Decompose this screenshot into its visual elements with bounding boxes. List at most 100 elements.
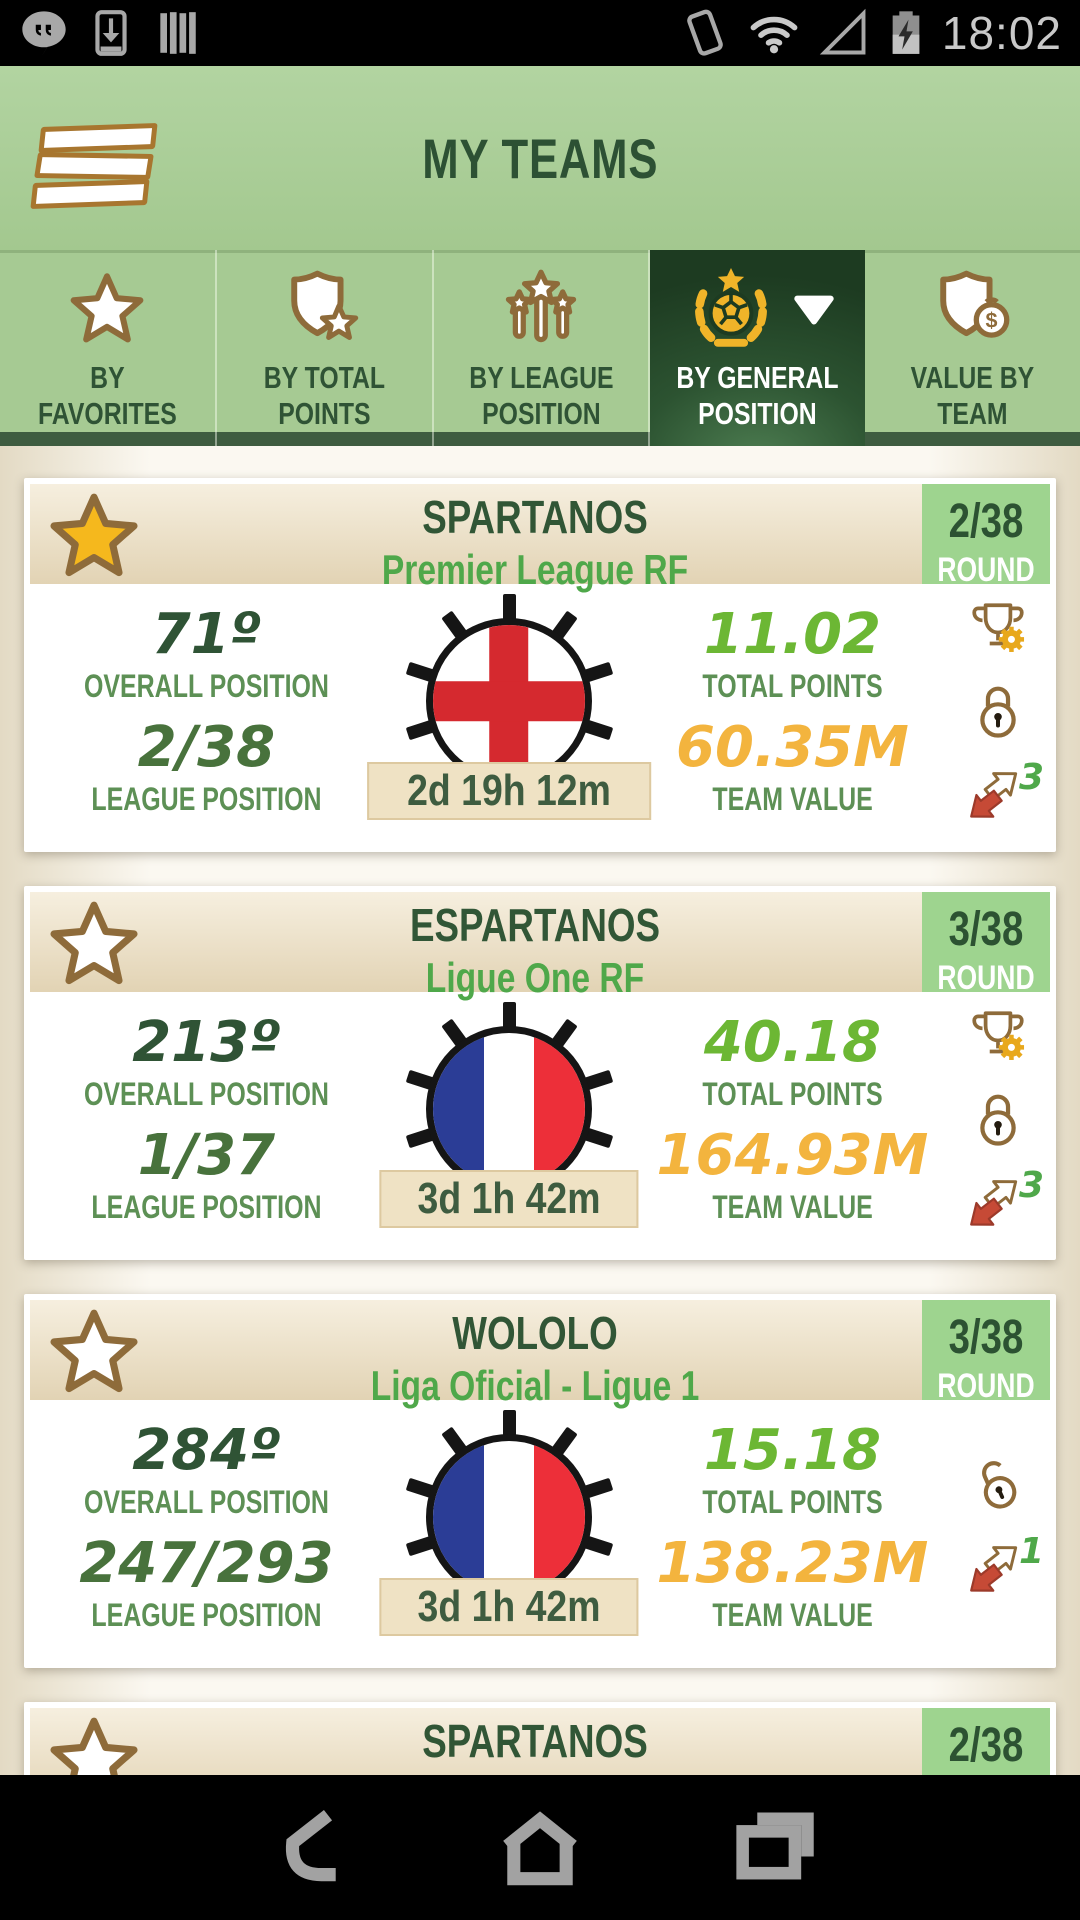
library-notification-icon — [160, 12, 196, 54]
download-notification-icon — [95, 10, 127, 56]
tab-label: BY GENERAL POSITION — [676, 360, 839, 431]
round-timer: 3d 1h 42m — [379, 1400, 639, 1662]
tab-label: BY TOTAL POINTS — [263, 360, 385, 431]
team-value: 138.23M — [656, 1531, 929, 1596]
team-name: ESPARTANOS — [409, 899, 661, 951]
team-value: 164.93M — [656, 1123, 929, 1188]
team-card-header: ESPARTANOS Ligue One RF 3/38 ROUND — [30, 892, 1050, 1001]
total-points-label: TOTAL POINTS — [702, 1076, 883, 1112]
league-name: Premier League RF — [381, 546, 689, 593]
recents-button[interactable] — [728, 1802, 820, 1893]
transfers-icon[interactable]: 1 — [968, 1531, 1044, 1606]
notification-icons — [18, 7, 202, 59]
back-button[interactable] — [260, 1802, 352, 1893]
cell-signal-icon — [819, 8, 866, 55]
vibrate-icon — [687, 9, 723, 56]
team-value: 60.35M — [676, 715, 909, 780]
league-flag-timer: 2d 19h 12m — [367, 594, 651, 820]
menu-icon — [38, 122, 158, 154]
total-points-value: 11.02 — [703, 602, 882, 667]
tab-label: BY LEAGUE POSITION — [468, 360, 614, 431]
transfer-count: 3 — [1018, 756, 1044, 798]
team-list: SPARTANOS Premier League RF 2/38 ROUND 7… — [0, 446, 1080, 1775]
team-name: SPARTANOS — [422, 491, 648, 543]
tab-by-league-position[interactable]: BY LEAGUE POSITION — [434, 250, 651, 446]
round-timer: 2d 19h 12m — [367, 584, 651, 846]
team-card-body: 284º OVERALL POSITION 247/293 LEAGUE POS… — [30, 1400, 1050, 1662]
flag-icon — [425, 618, 592, 784]
league-position-value: 2/38 — [137, 715, 276, 780]
flag-icon — [425, 1434, 592, 1600]
team-name: WOLOLO — [452, 1307, 618, 1359]
overall-position-label: OVERALL POSITION — [83, 668, 329, 704]
lock-open-icon[interactable] — [970, 1456, 1026, 1519]
favorite-star-icon[interactable] — [44, 488, 144, 588]
team-card-body: 213º OVERALL POSITION 1/37 LEAGUE POSITI… — [30, 992, 1050, 1254]
overall-position-label: OVERALL POSITION — [83, 1076, 329, 1112]
team-value-label: TEAM VALUE — [712, 781, 873, 817]
shield-star-icon — [291, 270, 359, 340]
tab-by-general-position[interactable]: BY GENERAL POSITION — [650, 250, 866, 446]
svg-text:$: $ — [985, 309, 997, 333]
clock: 18:02 — [941, 7, 1062, 59]
transfer-count: 3 — [1018, 1164, 1044, 1206]
favorite-star-icon[interactable] — [44, 1712, 144, 1775]
wifi-icon — [750, 16, 798, 54]
countdown-timer: 3d 1h 42m — [379, 1170, 639, 1228]
round-number: 2/38 — [948, 495, 1024, 548]
favorite-star-icon[interactable] — [44, 896, 144, 996]
round-number: 2/38 — [948, 1719, 1024, 1772]
team-value-label: TEAM VALUE — [712, 1189, 873, 1225]
league-position-label: LEAGUE POSITION — [91, 781, 322, 817]
overall-position-value: 213º — [132, 1010, 281, 1075]
total-points-label: TOTAL POINTS — [702, 668, 883, 704]
position-stats: 71º OVERALL POSITION 2/38 LEAGUE POSITIO… — [30, 584, 383, 846]
round-badge: 2/38 ROUND — [922, 484, 1050, 589]
team-name: SPARTANOS — [422, 1715, 648, 1767]
transfers-icon[interactable]: 3 — [968, 757, 1044, 832]
countdown-timer: 2d 19h 12m — [367, 762, 651, 820]
chat-notification-icon — [22, 11, 66, 56]
overall-position-value: 71º — [151, 602, 262, 667]
team-status-icons: 3 — [950, 992, 1050, 1254]
position-stats: 213º OVERALL POSITION 1/37 LEAGUE POSITI… — [30, 992, 383, 1254]
star-icon — [71, 273, 144, 343]
league-flag-timer: 3d 1h 42m — [379, 1002, 639, 1228]
tab-by-total-points[interactable]: BY TOTAL POINTS — [217, 250, 434, 446]
value-stats: 11.02 TOTAL POINTS 60.35M TEAM VALUE — [635, 584, 950, 846]
team-card[interactable]: WOLOLO Liga Oficial - Ligue 1 3/38 ROUND… — [24, 1294, 1056, 1668]
team-card[interactable]: ESPARTANOS Ligue One RF 3/38 ROUND 213º … — [24, 886, 1056, 1260]
tab-value-by-team[interactable]: $ VALUE BY TEAM — [865, 250, 1080, 446]
page-title: MY TEAMS — [421, 126, 658, 190]
lock-icon[interactable] — [971, 1090, 1025, 1153]
team-card[interactable]: SPARTANOS Premier League RF 2/38 ROUND 7… — [24, 478, 1056, 852]
team-card-header: SPARTANOS 2/38 ROUND — [30, 1708, 1050, 1775]
lock-icon[interactable] — [971, 682, 1025, 745]
trophy-gear-icon[interactable] — [967, 1007, 1029, 1070]
team-card[interactable]: SPARTANOS 2/38 ROUND — [24, 1702, 1056, 1775]
tab-by-favorites[interactable]: BY FAVORITES — [0, 250, 217, 446]
award-stars-icon — [505, 269, 577, 343]
favorite-star-icon[interactable] — [44, 1304, 144, 1404]
team-status-icons: 1 — [950, 1400, 1050, 1662]
overall-position-label: OVERALL POSITION — [83, 1484, 329, 1520]
battery-charging-icon — [892, 11, 920, 54]
value-stats: 40.18 TOTAL POINTS 164.93M TEAM VALUE — [635, 992, 950, 1254]
round-timer: 3d 1h 42m — [379, 992, 639, 1254]
round-badge: 2/38 ROUND — [922, 1708, 1050, 1775]
league-flag-timer: 3d 1h 42m — [379, 1410, 639, 1636]
countdown-timer: 3d 1h 42m — [379, 1578, 639, 1636]
trophy-gear-icon[interactable] — [967, 599, 1029, 662]
back-icon — [285, 1809, 336, 1882]
round-number: 3/38 — [948, 903, 1024, 956]
menu-button[interactable] — [30, 122, 170, 210]
transfers-icon[interactable]: 3 — [968, 1165, 1044, 1240]
team-card-header: WOLOLO Liga Oficial - Ligue 1 3/38 ROUND — [30, 1300, 1050, 1409]
tab-label: VALUE BY TEAM — [910, 360, 1035, 431]
status-bar: 18:02 — [0, 0, 1080, 66]
tab-bar: BY FAVORITES BY TOTAL POINTS — [0, 250, 1080, 446]
home-button[interactable] — [492, 1802, 588, 1893]
android-nav-bar — [0, 1775, 1080, 1920]
overall-position-value: 284º — [132, 1418, 281, 1483]
home-icon — [503, 1811, 577, 1886]
